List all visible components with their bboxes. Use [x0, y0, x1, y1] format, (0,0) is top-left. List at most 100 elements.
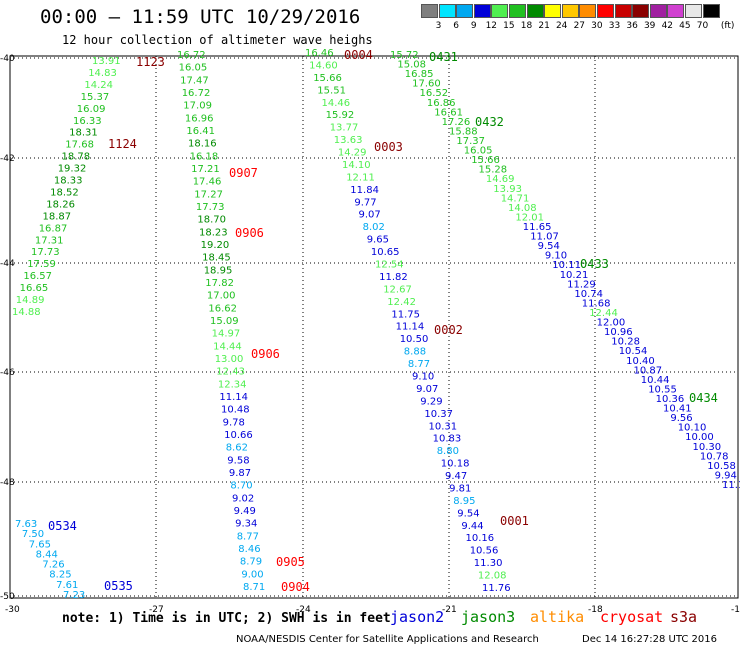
swh-value: 18.23: [199, 227, 228, 238]
swh-value: 15.66: [313, 73, 342, 84]
swh-value: 8.25: [49, 570, 71, 581]
pass-time-label: 0534: [48, 519, 77, 533]
swh-value: 10.28: [611, 337, 640, 348]
swh-value: 14.88: [12, 307, 41, 318]
legend-swatch: [421, 4, 438, 18]
legend-label: 9: [470, 21, 477, 31]
swh-value: 8.77: [408, 359, 430, 370]
swh-value: 14.24: [84, 80, 113, 91]
swh-value: 16.05: [179, 63, 208, 74]
legend-swatch: [614, 4, 632, 18]
swh-value: 10.54: [619, 346, 648, 357]
swh-value: 11.29: [567, 279, 596, 290]
swh-value: 10.74: [574, 289, 603, 300]
swh-value: 8.62: [226, 443, 248, 454]
swh-value: 9.54: [457, 508, 479, 519]
swh-value: 17.82: [205, 278, 234, 289]
swh-value: 10.78: [700, 451, 729, 462]
swh-value: 16.87: [39, 223, 68, 234]
swh-value: 13.63: [334, 135, 363, 146]
swh-value: 8.77: [237, 531, 259, 542]
swh-value: 9.02: [232, 493, 254, 504]
swh-value: 10.31: [429, 421, 458, 432]
map-title: 00:00 – 11:59 UTC 10/29/2016: [40, 6, 361, 28]
legend-swatch: [597, 4, 614, 18]
swh-value: 12.54: [375, 260, 404, 271]
swh-value: 16.05: [464, 146, 493, 157]
swh-value: 18.16: [188, 139, 217, 150]
swh-value: 10.44: [641, 375, 670, 386]
swh-value: 7.61: [56, 580, 78, 591]
lon-tick-label: -27: [149, 605, 164, 615]
swh-value: 12.11: [346, 172, 375, 183]
swh-value: 10.00: [685, 432, 714, 443]
pass-time-label: 0001: [500, 514, 529, 528]
legend-swatch: [561, 4, 579, 18]
legend-label: 33: [608, 21, 621, 31]
swh-value: 18.26: [46, 199, 75, 210]
swh-value: 11.14: [396, 322, 425, 333]
swh-value: 17.09: [183, 101, 212, 112]
pass-time-label: 0003: [374, 140, 403, 154]
swh-value: 17.73: [31, 247, 60, 258]
swh-value: 11.76: [482, 583, 511, 594]
legend-swatch: [473, 4, 491, 18]
pass-time-label: 0433: [580, 257, 609, 271]
lat-tick-label: -40: [0, 54, 15, 64]
swh-value: 16.85: [405, 69, 434, 80]
swh-value: 16.65: [20, 283, 49, 294]
satellite-label-jason3: jason3: [461, 608, 516, 626]
swh-value: 9.87: [229, 468, 251, 479]
swh-value: 15.88: [449, 126, 478, 137]
swh-value: 7.23: [63, 590, 85, 601]
pass-time-label: 0431: [429, 50, 458, 64]
swh-value: 12.08: [478, 571, 507, 582]
legend-swatch: [685, 4, 702, 18]
legend-swatch: [544, 4, 562, 18]
swh-value: 8.95: [453, 496, 475, 507]
swh-value: 9.54: [538, 241, 560, 252]
legend-label: 15: [503, 21, 515, 31]
swh-value: 7.50: [22, 529, 44, 540]
swh-value: 11.07: [530, 232, 559, 243]
swh-value: 9.56: [670, 413, 692, 424]
swh-value: 16.57: [23, 271, 52, 282]
satellite-label-s3a: s3a: [670, 608, 698, 626]
swh-value: 18.52: [50, 188, 79, 199]
swh-value: 9.10: [412, 372, 434, 383]
swh-value: 10.18: [441, 459, 470, 470]
lat-tick-label: -42: [0, 154, 15, 164]
swh-value: 18.70: [197, 215, 226, 226]
swh-value: 10.56: [470, 546, 499, 557]
swh-value: 13.77: [330, 123, 359, 134]
swh-value: 11.75: [391, 309, 420, 320]
swh-value: 18.87: [43, 211, 72, 222]
swh-value: 9.49: [234, 506, 256, 517]
pass-time-label: 0906: [235, 226, 264, 240]
swh-value: 10.10: [678, 423, 707, 434]
lat-tick-label: -50: [0, 592, 15, 602]
swh-value: 10.21: [560, 270, 589, 281]
swh-value: 14.46: [322, 98, 351, 109]
pass-time-label: 1124: [108, 137, 137, 151]
swh-value: 10.58: [707, 461, 736, 472]
satellite-label-jason2: jason2: [390, 608, 445, 626]
swh-value: 14.44: [213, 341, 242, 352]
swh-value: 12.44: [589, 308, 618, 319]
swh-value: 13.91: [92, 56, 121, 67]
swh-value: 12.01: [515, 212, 544, 223]
swh-value: 17.27: [194, 189, 223, 200]
swh-value: 15.37: [81, 92, 110, 103]
swh-value: 14.71: [501, 193, 530, 204]
swh-value: 17.73: [196, 202, 225, 213]
swh-value: 16.41: [186, 126, 215, 137]
swh-value: 18.45: [202, 253, 231, 264]
pass-time-label: 0004: [344, 48, 373, 62]
swh-value: 15.92: [326, 110, 355, 121]
swh-value: 10.66: [224, 430, 253, 441]
pass-time-label: 1123: [136, 55, 165, 69]
swh-value: 16.72: [182, 88, 211, 99]
swh-value: 17.47: [180, 75, 209, 86]
swh-value: 14.29: [338, 148, 367, 159]
legend-label: 6: [453, 21, 459, 31]
